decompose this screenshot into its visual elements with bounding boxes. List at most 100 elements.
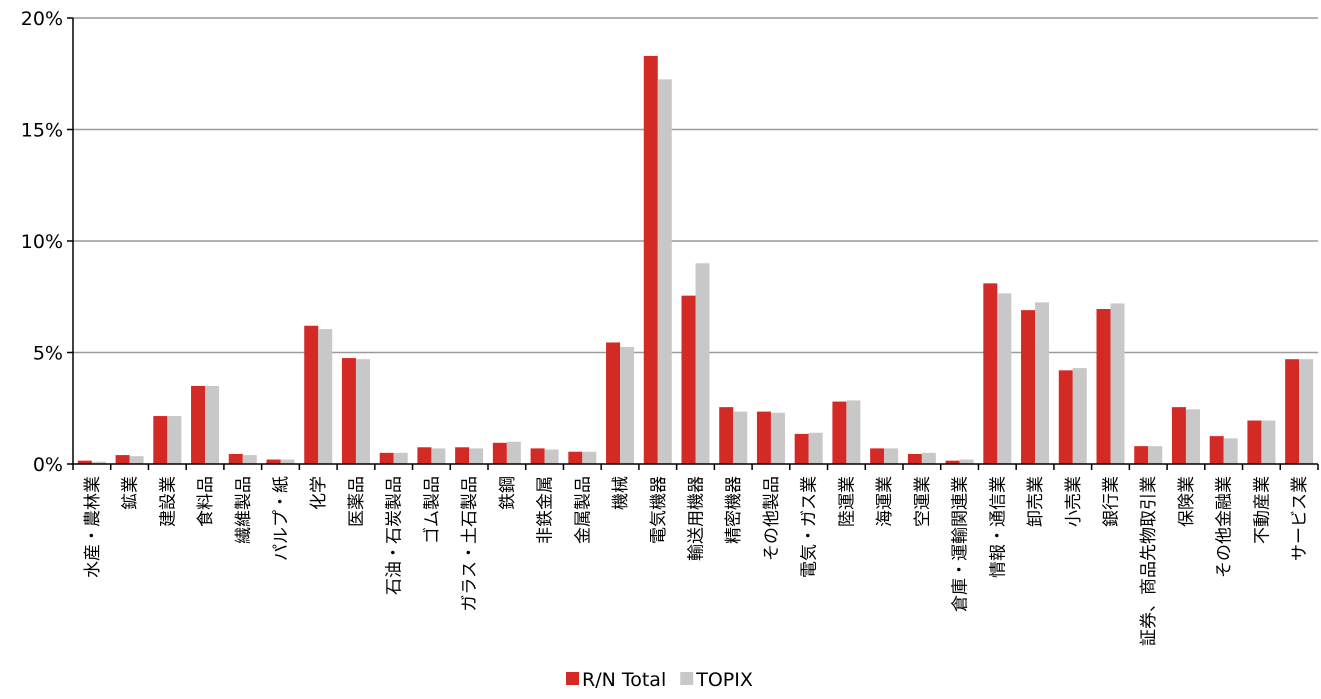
bar-topix (884, 448, 899, 464)
bar-rn-total (1247, 420, 1262, 464)
x-tick-label: 銀行業 (1102, 476, 1122, 527)
bar-rn-total (945, 460, 960, 464)
legend-label: R/N Total (582, 669, 666, 691)
bar-rn-total (1021, 310, 1036, 464)
bar-rn-total (191, 385, 206, 464)
x-tick-label: その他製品 (762, 476, 782, 561)
bar-rn-total (153, 416, 168, 464)
bar-topix (620, 346, 635, 464)
bar-topix (1110, 303, 1125, 464)
legend: R/N Total TOPIX (566, 669, 753, 691)
bar-rn-total (379, 452, 394, 464)
x-tick-label: 海運業 (875, 476, 895, 527)
bar-rn-total (266, 459, 281, 464)
bar-topix (733, 411, 748, 464)
bar-topix (1035, 302, 1050, 464)
bar-rn-total (304, 325, 319, 464)
bar-topix (318, 329, 333, 464)
x-tick-label: 機械 (611, 476, 631, 510)
bar-topix (167, 416, 182, 464)
bar-topix (393, 452, 408, 464)
x-axis-ticks: 水産・農林業 鉱業 建設業 食料品 繊維製品 パルプ・紙 化学 医薬品 石油・石炭製品 ゴム製品ガ… (72, 464, 1319, 646)
bar-rn-total (568, 451, 583, 464)
x-tick-label: 精密機器 (724, 476, 744, 544)
x-tick-label: 鉱業 (121, 476, 141, 510)
x-tick-label: 電気・ガス業 (800, 476, 820, 578)
x-tick-label: 金属製品 (573, 476, 593, 544)
bar-topix (355, 359, 370, 464)
bar-topix (544, 449, 559, 464)
bar-rn-total (643, 55, 658, 464)
y-tick-label: 15% (21, 120, 63, 142)
bar-rn-total (756, 411, 771, 464)
x-tick-label: 医薬品 (347, 476, 367, 527)
x-tick-label: パルプ・紙 (272, 476, 292, 561)
x-tick-label: 不動産業 (1252, 476, 1272, 544)
y-tick-label: 0% (33, 454, 63, 476)
x-tick-label: 陸運業 (837, 476, 857, 527)
x-tick-label: 保険業 (1177, 476, 1197, 527)
bar-topix (506, 441, 521, 464)
bar-rn-total (1134, 446, 1149, 464)
bar-topix (1299, 359, 1314, 464)
bar-rn-total (1058, 370, 1073, 464)
bar-topix (997, 293, 1012, 464)
bar-rn-total (870, 448, 885, 464)
bar-topix (846, 400, 861, 464)
bar-rn-total (530, 448, 545, 464)
legend-label: TOPIX (695, 669, 753, 691)
x-tick-label: 鉄鋼 (498, 476, 518, 510)
bars (77, 55, 1314, 464)
bar-rn-total (1209, 436, 1224, 464)
x-tick-label: 卸売業 (1026, 476, 1046, 527)
x-tick-label: 建設業 (158, 476, 178, 527)
x-tick-label: 化学 (309, 476, 329, 510)
x-tick-label: 空運業 (913, 476, 933, 527)
bar-topix (280, 459, 295, 464)
x-tick-label: その他金融業 (1215, 476, 1235, 578)
bar-rn-total (492, 442, 507, 464)
bar-rn-total (606, 342, 621, 464)
x-tick-label: ゴム製品 (421, 476, 442, 544)
bar-topix (242, 455, 257, 464)
x-tick-label: 繊維製品 (234, 476, 254, 544)
bar-rn-total (455, 447, 470, 464)
bar-topix (91, 461, 106, 464)
bar-topix (205, 385, 220, 464)
bar-topix (959, 459, 974, 464)
bar-rn-total (719, 407, 734, 464)
bar-rn-total (907, 453, 922, 464)
bar-topix (695, 263, 710, 464)
bar-rn-total (832, 401, 847, 464)
y-axis-ticks: 0% 5% 10% 15% 20% (21, 8, 73, 476)
legend-swatch (566, 672, 579, 685)
bar-rn-total (681, 295, 696, 464)
bar-topix (921, 452, 936, 464)
y-tick-label: 5% (33, 343, 63, 365)
bar-topix (431, 448, 446, 464)
bar-topix (657, 79, 672, 464)
x-tick-label: 非鉄金属 (536, 476, 556, 544)
bar-rn-total (1096, 309, 1111, 464)
bar-rn-total (228, 453, 243, 464)
y-tick-label: 20% (21, 8, 63, 30)
bar-topix (770, 412, 785, 464)
bar-topix (129, 456, 144, 464)
bar-topix (1185, 409, 1200, 464)
x-tick-label: 食料品 (196, 476, 216, 527)
bar-rn-total (115, 455, 130, 464)
bar-rn-total (417, 447, 432, 464)
x-tick-label: 電気機器 (649, 476, 669, 544)
bar-topix (1148, 446, 1163, 464)
bar-rn-total (794, 433, 809, 464)
x-tick-label: 証券、商品先物取引業 (1139, 476, 1159, 646)
bar-rn-total (341, 358, 356, 464)
x-tick-label: ガラス・土石製品 (460, 476, 480, 612)
x-tick-label: 石油・石炭製品 (385, 476, 405, 595)
bar-topix (1261, 420, 1276, 464)
x-tick-label: サービス業 (1290, 476, 1310, 561)
x-tick-label: 情報・通信業 (988, 476, 1008, 578)
bar-topix (1223, 438, 1238, 464)
legend-swatch (680, 672, 694, 685)
